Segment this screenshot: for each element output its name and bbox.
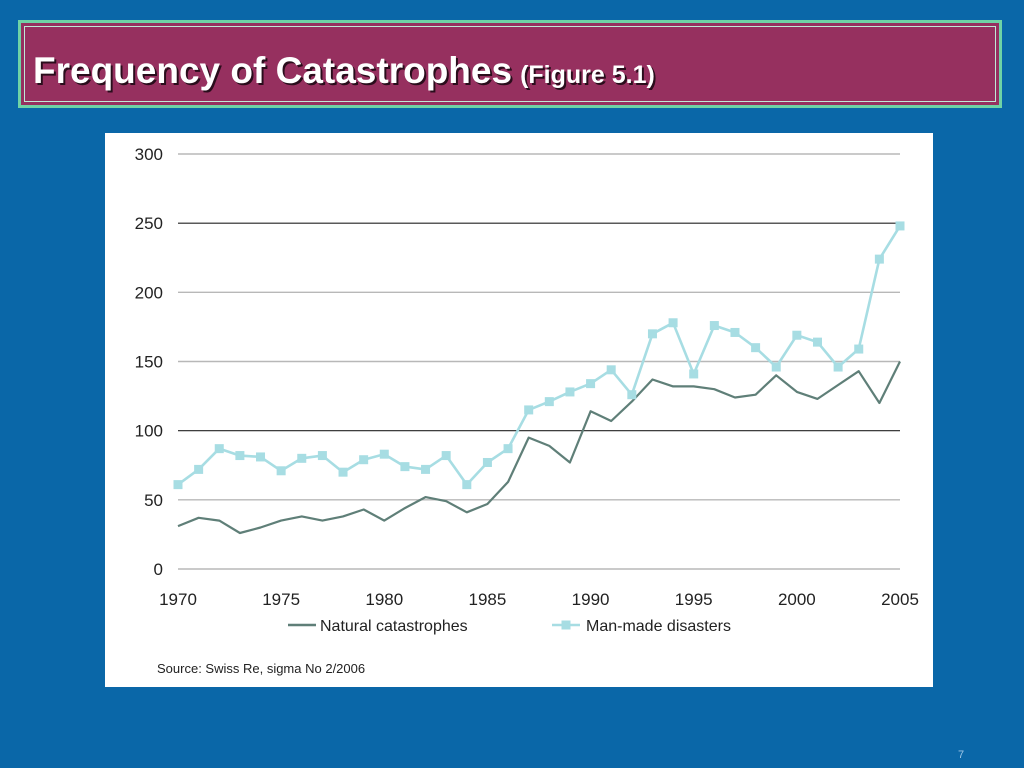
y-tick-label-150: 150 [135, 353, 163, 372]
x-tick-label-1980: 1980 [365, 590, 403, 609]
y-tick-label-50: 50 [144, 491, 163, 510]
x-tick-label-2005: 2005 [881, 590, 919, 609]
x-tick-label-1990: 1990 [572, 590, 610, 609]
x-tick-label-1985: 1985 [469, 590, 507, 609]
data-point-2-2005 [895, 221, 905, 231]
data-point-2-1971 [194, 464, 204, 474]
line-chart: 300 250 200 150 100 50 0 1970 1975 1980 1985 1990 19… [135, 145, 919, 676]
data-point-2-1990 [586, 379, 596, 389]
data-point-2-1970 [173, 480, 183, 490]
legend-label-2: Man-made disasters [586, 618, 731, 635]
data-point-2-1978 [338, 467, 348, 477]
slide-number: 7 [958, 749, 965, 761]
slide-title: Frequency of Catastrophes (Figure 5.1) [33, 50, 655, 92]
y-tick-label-100: 100 [135, 422, 163, 441]
chart-panel: 300 250 200 150 100 50 0 1970 1975 1980 1985 1990 19… [105, 133, 933, 687]
data-point-2-1983 [441, 451, 451, 461]
source-note: Source: Swiss Re, sigma No 2/2006 [157, 661, 365, 676]
slide-title-main: Frequency of Catastrophes [33, 50, 513, 91]
data-point-2-1991 [606, 365, 616, 375]
data-point-2-1980 [379, 449, 389, 459]
data-point-2-1989 [565, 387, 575, 397]
data-point-2-1986 [503, 444, 513, 454]
data-point-2-1974 [256, 452, 266, 462]
data-point-2-1975 [276, 466, 286, 476]
data-point-2-1979 [359, 455, 369, 465]
data-point-2-1993 [647, 329, 657, 339]
data-point-2-2004 [874, 254, 884, 264]
data-point-2-1998 [751, 343, 761, 353]
data-point-2-1985 [482, 457, 492, 467]
data-point-2-1997 [730, 327, 740, 337]
title-bar: Frequency of Catastrophes (Figure 5.1) [18, 20, 1002, 108]
data-point-2-2000 [792, 330, 802, 340]
x-tick-label-1970: 1970 [159, 590, 197, 609]
data-point-2-2003 [854, 344, 864, 354]
data-point-2-1988 [544, 397, 554, 407]
series-line-2 [177, 225, 902, 486]
data-point-2-1972 [214, 444, 224, 454]
data-point-2-1984 [462, 480, 472, 490]
data-point-2-1976 [297, 453, 307, 463]
data-point-2-1995 [689, 369, 699, 379]
data-point-2-1992 [627, 390, 637, 400]
data-point-2-1996 [709, 321, 719, 331]
data-point-2-1982 [421, 464, 431, 474]
legend-label-1: Natural catastrophes [320, 618, 468, 635]
data-point-2-1994 [668, 318, 678, 328]
legend-marker-2 [561, 620, 571, 630]
y-tick-label-250: 250 [135, 214, 163, 233]
y-tick-label-0: 0 [154, 560, 163, 579]
data-point-2-1987 [524, 405, 534, 415]
data-point-2-2002 [833, 362, 843, 372]
data-point-2-2001 [812, 337, 822, 347]
x-tick-label-1995: 1995 [675, 590, 713, 609]
x-tick-label-1975: 1975 [262, 590, 300, 609]
data-point-2-1999 [771, 362, 781, 372]
data-point-2-1973 [235, 451, 245, 461]
data-point-2-1981 [400, 462, 410, 472]
data-point-2-1977 [317, 451, 327, 461]
slide-subtitle: (Figure 5.1) [520, 61, 655, 89]
series-line-1 [177, 361, 901, 535]
y-tick-label-300: 300 [135, 145, 163, 164]
x-tick-label-2000: 2000 [778, 590, 816, 609]
y-tick-label-200: 200 [135, 283, 163, 302]
